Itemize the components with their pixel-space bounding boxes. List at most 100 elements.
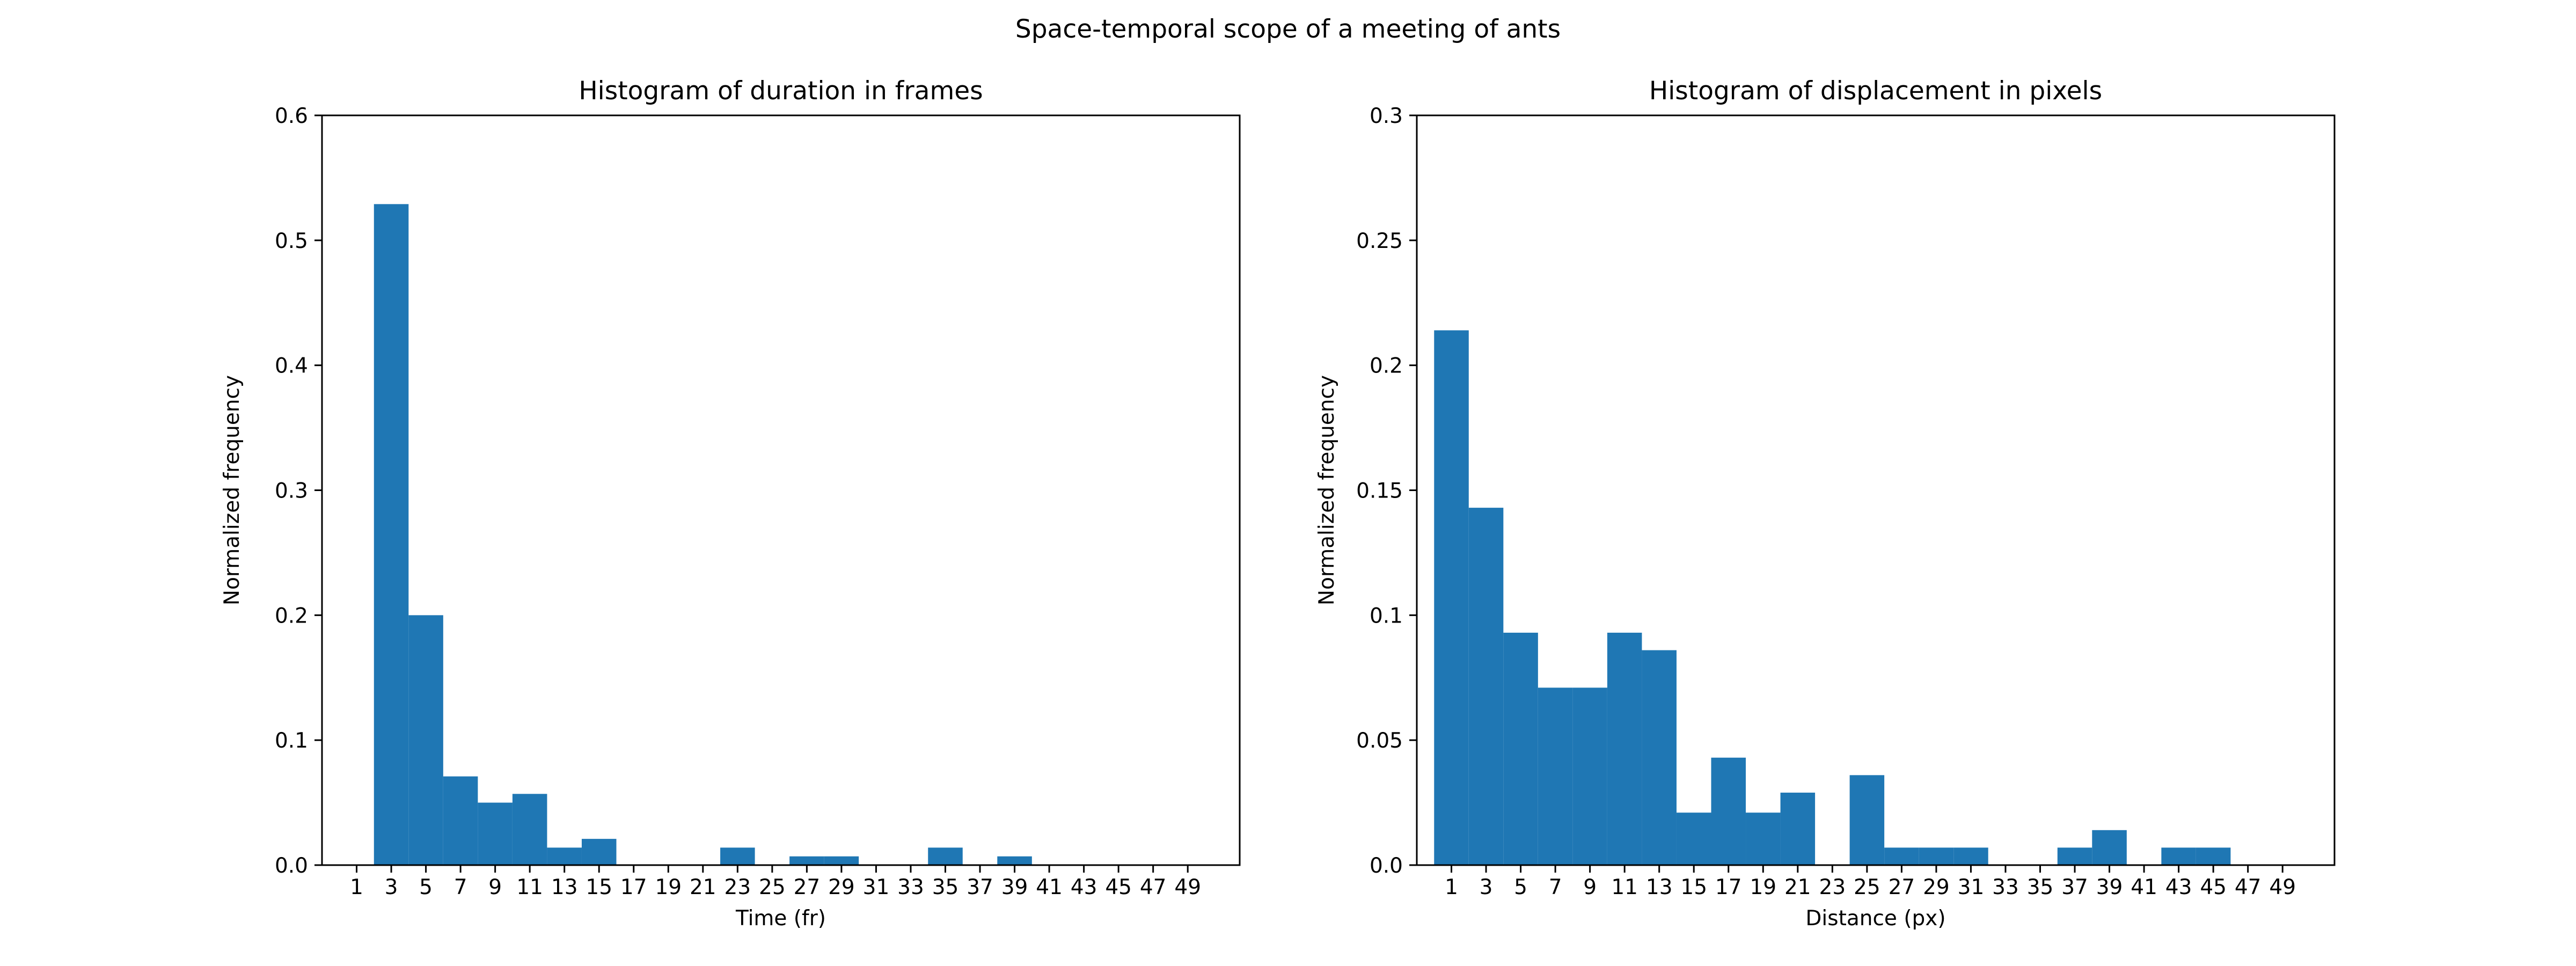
displacement-bar [1642,650,1677,865]
displacement-x-tick-label: 25 [1854,875,1880,899]
duration-bar [928,847,963,865]
displacement-x-tick-label: 37 [2061,875,2088,899]
displacement-y-tick-label: 0.1 [1370,604,1403,628]
duration-x-tick-label: 1 [350,875,363,899]
displacement-bar [2196,847,2231,865]
duration-x-tick-label: 27 [794,875,821,899]
displacement-x-tick-label: 15 [1680,875,1707,899]
displacement-histogram-title: Histogram of displacement in pixels [1649,76,2102,106]
duration-y-tick-label: 0.2 [275,604,308,628]
displacement-x-tick-label: 35 [2027,875,2054,899]
duration-bar [997,856,1032,865]
duration-x-tick-label: 9 [488,875,502,899]
duration-y-tick-label: 0.3 [275,479,308,503]
displacement-histogram-axes: Histogram of displacement in pixels Dist… [1315,76,2336,931]
displacement-x-tick-label: 47 [2235,875,2262,899]
duration-x-tick-label: 21 [690,875,716,899]
displacement-bar [2092,830,2127,865]
displacement-x-tick-label: 1 [1445,875,1458,899]
duration-x-tick-label: 25 [759,875,786,899]
displacement-y-tick-label: 0.05 [1356,729,1403,753]
duration-bar [824,856,859,865]
duration-x-tick-label: 49 [1174,875,1201,899]
displacement-bar [1572,687,1607,865]
duration-bar [478,802,513,865]
duration-bar [547,847,582,865]
duration-x-tick-label: 43 [1071,875,1097,899]
duration-bar [720,847,755,865]
displacement-bar [1503,632,1538,865]
displacement-x-tick-label: 29 [1923,875,1950,899]
duration-x-tick-label: 45 [1105,875,1132,899]
displacement-bar [1468,508,1504,865]
displacement-x-tick-label: 45 [2200,875,2227,899]
duration-bar [789,856,824,865]
displacement-y-tick-label: 0.0 [1370,854,1403,878]
displacement-bar [1607,632,1642,865]
displacement-x-tick-label: 21 [1784,875,1811,899]
displacement-bar [1780,792,1816,865]
duration-y-tick-label: 0.6 [275,104,308,128]
displacement-x-tick-label: 49 [2269,875,2296,899]
displacement-bar [1711,757,1746,865]
displacement-x-tick-label: 13 [1646,875,1673,899]
displacement-bar [1884,847,1919,865]
duration-x-tick-label: 37 [967,875,993,899]
displacement-x-tick-label: 9 [1583,875,1597,899]
duration-histogram-axes: Histogram of duration in frames Time (fr… [220,76,1241,931]
displacement-x-tick-label: 33 [1992,875,2019,899]
displacement-x-tick-label: 41 [2131,875,2157,899]
displacement-x-tick-label: 5 [1514,875,1527,899]
duration-x-tick-label: 23 [724,875,751,899]
duration-bar [443,776,478,865]
duration-bar [512,794,547,865]
displacement-bar [2161,847,2196,865]
displacement-bar [1919,847,1954,865]
displacement-x-tick-label: 11 [1611,875,1638,899]
displacement-x-tick-label: 7 [1549,875,1562,899]
displacement-x-tick-label: 23 [1819,875,1846,899]
displacement-y-tick-label: 0.2 [1370,354,1403,378]
duration-x-tick-label: 19 [655,875,682,899]
displacement-bar [1676,813,1711,865]
duration-x-tick-label: 47 [1140,875,1167,899]
duration-histogram-xlabel: Time (fr) [735,906,826,931]
duration-x-tick-label: 3 [385,875,398,899]
duration-y-tick-label: 0.5 [275,229,308,253]
displacement-histogram-xlabel: Distance (px) [1805,906,1945,931]
displacement-y-tick-label: 0.15 [1356,479,1403,503]
duration-x-tick-label: 29 [828,875,855,899]
duration-bar [374,204,409,866]
duration-x-tick-label: 15 [586,875,612,899]
displacement-bar [2057,847,2092,865]
duration-x-tick-label: 31 [863,875,890,899]
displacement-bar [1953,847,1988,865]
displacement-x-tick-label: 17 [1715,875,1742,899]
displacement-bar [1538,687,1573,865]
duration-y-tick-label: 0.4 [275,354,308,378]
displacement-y-tick-label: 0.25 [1356,229,1403,253]
duration-x-tick-label: 33 [897,875,924,899]
duration-x-tick-label: 5 [419,875,433,899]
displacement-x-tick-label: 27 [1889,875,1915,899]
displacement-x-tick-label: 43 [2165,875,2192,899]
displacement-bar [1849,775,1885,865]
figure-suptitle: Space-temporal scope of a meeting of ant… [1015,14,1561,44]
displacement-y-tick-label: 0.3 [1370,104,1403,128]
displacement-bar [1746,813,1781,865]
duration-y-tick-label: 0.0 [275,854,308,878]
displacement-histogram-ylabel: Normalized frequency [1315,375,1339,605]
duration-x-tick-label: 11 [516,875,543,899]
duration-histogram-title: Histogram of duration in frames [579,76,983,106]
duration-bar [581,839,617,865]
duration-bar [408,615,443,865]
displacement-x-tick-label: 39 [2096,875,2123,899]
displacement-x-tick-label: 19 [1750,875,1776,899]
duration-x-tick-label: 35 [932,875,959,899]
duration-x-tick-label: 39 [1001,875,1028,899]
duration-x-tick-label: 13 [551,875,578,899]
displacement-bar [1434,330,1469,865]
displacement-x-tick-label: 3 [1480,875,1493,899]
duration-x-tick-label: 17 [620,875,647,899]
